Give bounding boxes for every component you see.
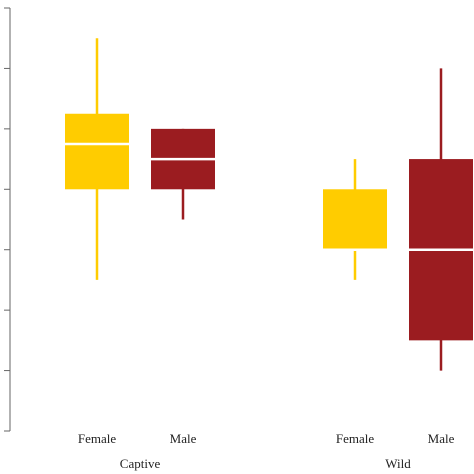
group-label: Captive [120,456,161,471]
box-iqr [65,113,129,190]
x-tick-label: Male [428,431,455,446]
box-iqr [323,189,387,250]
x-axis-labels: Female Male Captive Female Male Wild [78,431,455,471]
y-axis [4,7,11,432]
x-tick-label: Male [170,431,197,446]
box-captive-female [65,38,129,280]
box-captive-male [151,128,215,220]
x-tick-label: Female [78,431,116,446]
group-label: Wild [385,456,411,471]
x-tick-label: Female [336,431,374,446]
box-wild-male [409,68,473,371]
box-wild-female [323,159,387,280]
box-plot-series [65,38,473,371]
